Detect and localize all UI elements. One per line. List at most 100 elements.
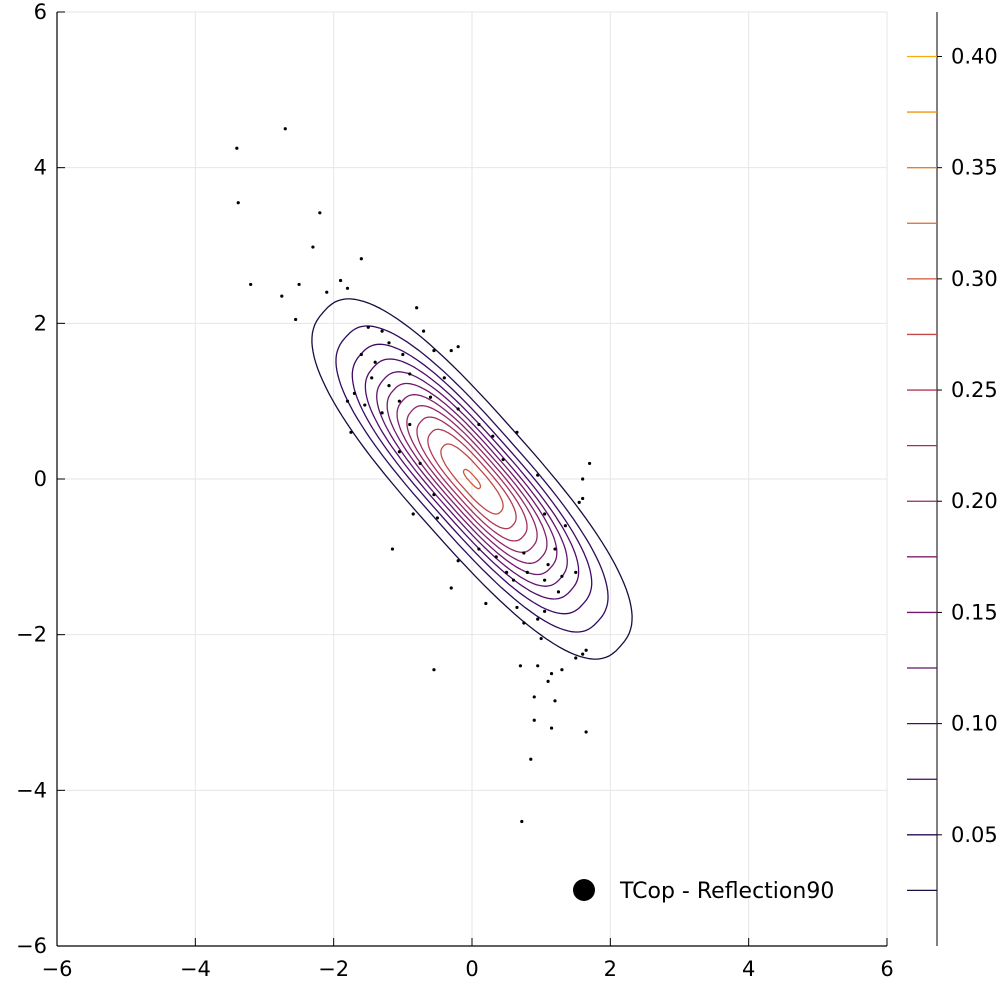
- colorbar-tick-label-0: 0.05: [951, 823, 998, 847]
- x-tick-label-1: −4: [180, 957, 211, 981]
- scatter-point-61: [504, 570, 509, 575]
- scatter-point-46: [577, 500, 581, 504]
- scatter-point-74: [380, 411, 384, 415]
- scatter-point-13: [294, 317, 298, 322]
- scatter-point-57: [363, 403, 367, 407]
- scatter-point-53: [373, 360, 377, 364]
- scatter-point-55: [370, 376, 374, 380]
- scatter-point-88: [456, 407, 460, 411]
- scatter-point-71: [428, 395, 433, 399]
- x-tick-labels: −6 −4 −2 0 2 4 6: [42, 957, 894, 981]
- scatter-point-36: [581, 652, 585, 656]
- scatter-point-54: [387, 384, 391, 388]
- scatter-point-20: [345, 399, 350, 403]
- scatter-point-18: [432, 348, 436, 353]
- scatter-point-67: [563, 524, 567, 528]
- scatter-point-21: [349, 430, 353, 434]
- scatter-point-8: [297, 282, 301, 287]
- scatter-point-63: [543, 609, 547, 613]
- scatter-point-33: [549, 671, 554, 676]
- scatter-point-58: [411, 512, 415, 516]
- colorbar-tick-label-7: 0.40: [951, 44, 998, 68]
- scatter-point-2: [236, 201, 240, 205]
- scatter-point-56: [352, 391, 357, 395]
- y-tick-labels: −6 −4 −2 0 2 4 6: [16, 0, 47, 958]
- scatter-point-80: [494, 555, 498, 559]
- contour-level-8: [416, 416, 528, 542]
- contour-level-0: [311, 298, 633, 660]
- scatter-point-5: [359, 257, 363, 261]
- colorbar-tick-label-1: 0.10: [951, 712, 998, 736]
- scatter-point-43: [529, 757, 533, 761]
- scatter-point-15: [366, 325, 370, 329]
- y-tick-label-1: −4: [16, 778, 47, 802]
- scatter-point-75: [408, 422, 412, 427]
- contour-level-9: [427, 428, 517, 530]
- scatter-point-64: [556, 590, 561, 594]
- scatter-point-79: [477, 547, 481, 551]
- scatter-point-31: [536, 664, 540, 668]
- scatter-point-42: [584, 730, 588, 734]
- scatter-point-65: [574, 570, 578, 575]
- scatter-point-1: [235, 146, 239, 150]
- scatter-point-25: [484, 601, 488, 606]
- contour-level-11: [462, 468, 482, 490]
- scatter-point-81: [522, 551, 526, 555]
- scatter-point-34: [560, 668, 564, 672]
- legend-label: TCop - Reflection90: [619, 879, 834, 904]
- scatter-point-77: [418, 461, 422, 466]
- x-tick-label-3: 0: [465, 957, 478, 981]
- scatter-point-22: [390, 547, 395, 551]
- scatter-point-9: [338, 278, 343, 283]
- scatter-point-0: [283, 127, 287, 131]
- colorbar-tick-label-3: 0.20: [951, 489, 998, 513]
- colorbar-tick-label-6: 0.35: [951, 156, 998, 180]
- plot-axes: [56, 11, 888, 947]
- scatter-point-26: [515, 605, 519, 610]
- scatter-point-51: [387, 341, 391, 345]
- scatter-point-41: [549, 726, 554, 730]
- colorbar: 0.05 0.10 0.15 0.20 0.25 0.30 0.35 0.40: [907, 12, 998, 946]
- scatter-point-27: [522, 621, 526, 625]
- scatter-point-62: [511, 578, 516, 582]
- contour-level-7: [406, 405, 538, 553]
- scatter-point-7: [280, 294, 284, 298]
- y-tick-label-0: −6: [16, 934, 47, 958]
- scatter-point-70: [442, 376, 446, 380]
- y-tick-label-5: 4: [34, 156, 47, 180]
- scatter-point-82: [525, 570, 529, 575]
- scatter-point-50: [401, 352, 405, 357]
- scatter-point-47: [581, 477, 585, 481]
- scatter-point-11: [345, 286, 350, 290]
- scatter-point-87: [477, 422, 481, 427]
- scatter-point-3: [318, 211, 322, 215]
- contour-level-3: [364, 358, 580, 600]
- scatter-point-68: [543, 512, 547, 516]
- contour-level-4: [376, 371, 568, 587]
- scatter-point-28: [536, 617, 540, 621]
- x-tick-label-6: 6: [880, 957, 893, 981]
- scatter-point-40: [532, 718, 536, 722]
- scatter-point-38: [532, 695, 536, 699]
- scatter-point-52: [359, 352, 363, 357]
- scatter-point-78: [432, 492, 436, 497]
- y-tick-label-6: 6: [34, 0, 47, 24]
- scatter-point-48: [581, 496, 585, 501]
- legend-marker: [573, 879, 595, 901]
- contour-level-6: [396, 394, 548, 564]
- scatter-point-12: [415, 306, 419, 310]
- scatter-point-69: [536, 473, 540, 477]
- scatter-points: [235, 127, 592, 824]
- scatter-point-35: [574, 656, 578, 660]
- colorbar-tick-label-5: 0.30: [951, 267, 998, 291]
- scatter-point-29: [539, 636, 543, 641]
- scatter-point-24: [449, 586, 453, 590]
- scatter-point-49: [515, 430, 519, 434]
- y-tick-label-4: 2: [34, 311, 47, 335]
- colorbar-tick-label-2: 0.15: [951, 600, 998, 624]
- scatter-point-10: [325, 290, 329, 294]
- scatter-point-6: [249, 282, 253, 287]
- scatter-point-84: [560, 574, 564, 578]
- scatter-point-83: [546, 563, 550, 567]
